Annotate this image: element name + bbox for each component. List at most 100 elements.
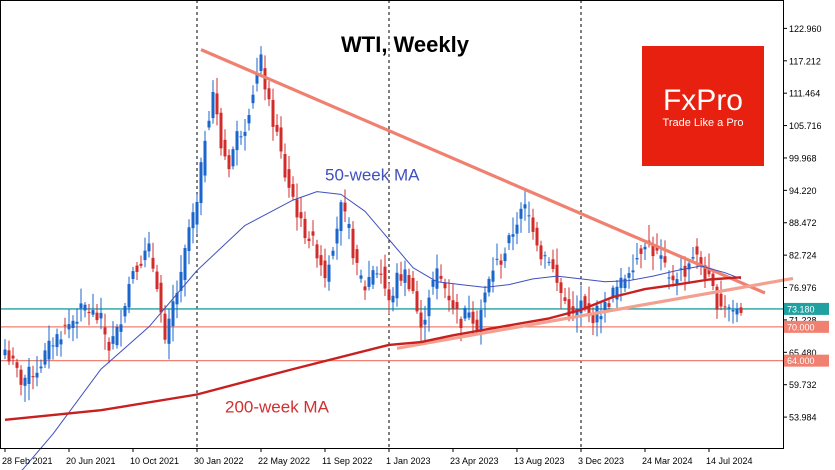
candle (391, 287, 395, 312)
candle (107, 337, 111, 364)
candle (251, 85, 255, 109)
candle-body (707, 269, 711, 275)
candle-body (243, 131, 247, 136)
candle-body (55, 334, 59, 348)
candle-body (675, 279, 679, 284)
candle (547, 257, 551, 266)
candle (223, 129, 227, 160)
candle (135, 262, 139, 281)
candle-body (695, 246, 699, 255)
candle (35, 356, 39, 387)
candle (375, 266, 379, 278)
candle-body (739, 307, 743, 313)
candle (319, 245, 323, 276)
candle-body (31, 376, 35, 378)
candle-body (335, 228, 339, 244)
candle-body (147, 243, 151, 252)
y-tick-label: 71.228 (789, 315, 817, 325)
candle (271, 88, 275, 141)
candle (395, 263, 399, 307)
candle (235, 120, 239, 166)
candle-body (555, 264, 559, 283)
price-level-label: 73.180 (787, 304, 815, 314)
candle-body (539, 245, 543, 260)
fxpro-logo-name: FxPro (663, 84, 743, 117)
candle-body (315, 244, 319, 259)
candle-body (135, 265, 139, 272)
candle (519, 202, 523, 233)
candle (415, 280, 419, 314)
candle (455, 293, 459, 324)
candle-body (615, 286, 619, 300)
candle (267, 80, 271, 107)
candle-body (123, 306, 127, 317)
candle (663, 240, 667, 268)
candle-body (291, 184, 295, 197)
candle (367, 260, 371, 291)
candle-body (311, 231, 315, 236)
candle (195, 194, 199, 234)
candle (403, 260, 407, 297)
candle-body (223, 139, 227, 157)
candle (171, 284, 175, 342)
candle-body (231, 149, 235, 167)
candle (103, 313, 107, 350)
candle-body (167, 318, 171, 344)
candle-body (375, 273, 379, 275)
candle-body (63, 324, 67, 326)
candle (51, 337, 55, 360)
candle (539, 240, 543, 266)
candle (183, 244, 187, 297)
candle (351, 221, 355, 265)
candle-body (391, 295, 395, 303)
x-tick-label: 22 May 2022 (258, 456, 310, 466)
candle-body (543, 255, 547, 257)
candle-body (287, 169, 291, 188)
candle (315, 239, 319, 268)
candle (623, 274, 627, 293)
candle (439, 264, 443, 283)
candle-body (115, 326, 119, 346)
candle (31, 365, 35, 390)
candle-body (655, 245, 659, 251)
candle-body (667, 277, 671, 279)
candle-body (451, 300, 455, 309)
candle-body (307, 238, 311, 242)
candle-body (23, 377, 27, 386)
candle (99, 297, 103, 330)
candle-body (411, 277, 415, 292)
ma50-line (21, 191, 742, 470)
candle-body (87, 311, 91, 314)
price-level-tag (784, 302, 829, 315)
candle-body (579, 300, 583, 314)
candle-body (203, 140, 207, 176)
candle-body (463, 307, 467, 319)
candle-body (611, 287, 615, 298)
candle-body (99, 312, 103, 319)
candle (423, 305, 427, 341)
candle (259, 46, 263, 75)
candle-body (235, 131, 239, 151)
candle-body (295, 199, 299, 218)
candle (83, 302, 87, 318)
candle-body (507, 235, 511, 244)
candle-body (671, 275, 675, 281)
y-tick-label: 88.472 (789, 218, 817, 228)
candle (279, 116, 283, 159)
candle (371, 265, 375, 290)
candle (331, 246, 335, 260)
candle-body (331, 250, 335, 256)
candle-body (467, 312, 471, 318)
candle-body (95, 312, 99, 321)
candle (139, 255, 143, 269)
candle (167, 309, 171, 360)
candle-body (143, 250, 147, 261)
candle-body (271, 99, 275, 127)
candle-body (91, 310, 95, 315)
candle-body (699, 257, 703, 267)
candle (527, 201, 531, 234)
candle-body (623, 278, 627, 289)
candle-body (491, 270, 495, 282)
y-tick-label: 82.724 (789, 251, 817, 261)
candle (563, 287, 567, 305)
